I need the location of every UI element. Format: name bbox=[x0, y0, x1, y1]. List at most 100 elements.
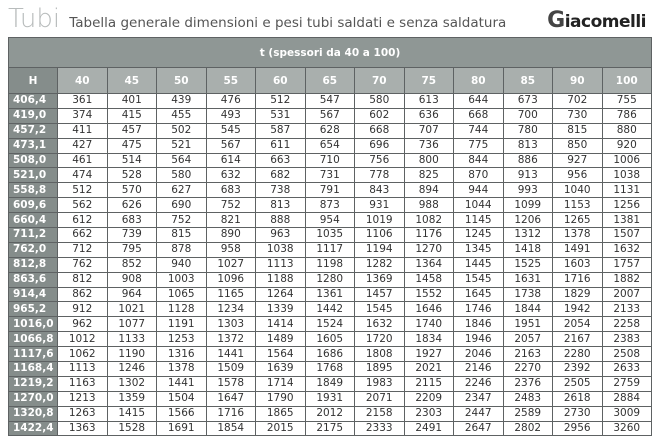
weight-cell: 1096 bbox=[205, 271, 256, 288]
weight-cell: 1740 bbox=[403, 316, 454, 333]
weight-cell: 815 bbox=[552, 122, 603, 139]
weight-cell: 580 bbox=[354, 93, 405, 109]
weight-cell: 562 bbox=[57, 197, 108, 214]
weight-cell: 1686 bbox=[304, 346, 355, 363]
weight-cell: 427 bbox=[57, 137, 108, 154]
column-header: 85 bbox=[502, 67, 553, 94]
page-subtitle: Tabella generale dimensioni e pesi tubi … bbox=[69, 15, 507, 31]
weight-cell: 1564 bbox=[255, 346, 306, 363]
weight-cell: 2730 bbox=[552, 405, 603, 422]
weight-cell: 2258 bbox=[601, 316, 652, 333]
weight-cell: 2508 bbox=[601, 346, 652, 363]
table-row: 660,4 612 683 752 821 888 954 1019 1082 1145 1206 1… bbox=[8, 212, 652, 229]
row-header-h: 406,4 bbox=[8, 93, 58, 109]
weight-cell: 1738 bbox=[502, 286, 553, 303]
weight-cell: 1983 bbox=[354, 375, 405, 392]
weight-cell: 1364 bbox=[403, 256, 454, 273]
row-header-h: 1422,4 bbox=[8, 420, 58, 437]
weight-cell: 762 bbox=[57, 256, 108, 273]
weight-cell: 1846 bbox=[453, 316, 504, 333]
weight-cell: 1566 bbox=[156, 405, 207, 422]
weight-cell: 673 bbox=[502, 93, 553, 109]
weight-cell: 912 bbox=[57, 301, 108, 318]
weight-cell: 1768 bbox=[304, 361, 355, 377]
weight-cell: 1415 bbox=[106, 405, 157, 422]
weight-cell: 780 bbox=[502, 122, 553, 139]
dimensions-table: t (spessori da 40 a 100) H 40 45 50 55 60 65 70… bbox=[8, 37, 652, 437]
weight-cell: 1445 bbox=[453, 256, 504, 273]
weight-cell: 812 bbox=[57, 271, 108, 288]
weight-cell: 461 bbox=[57, 152, 108, 169]
weight-cell: 2759 bbox=[601, 375, 652, 392]
weight-cell: 775 bbox=[453, 137, 504, 154]
weight-cell: 1489 bbox=[255, 331, 306, 348]
weight-cell: 1372 bbox=[205, 331, 256, 348]
weight-cell: 474 bbox=[57, 167, 108, 184]
weight-cell: 700 bbox=[502, 107, 553, 124]
table-row: 1016,0 962 1077 1191 1303 1414 1524 1632 1740 184… bbox=[8, 316, 652, 333]
weight-cell: 886 bbox=[502, 152, 553, 169]
row-header-h: 1270,0 bbox=[8, 390, 58, 407]
weight-cell: 752 bbox=[156, 212, 207, 229]
weight-cell: 1441 bbox=[156, 375, 207, 392]
weight-cell: 2392 bbox=[552, 361, 603, 377]
weight-cell: 628 bbox=[304, 122, 355, 139]
weight-cell: 1206 bbox=[502, 212, 553, 229]
weight-cell: 502 bbox=[156, 122, 207, 139]
weight-cell: 1035 bbox=[304, 227, 355, 243]
weight-cell: 512 bbox=[255, 93, 306, 109]
weight-cell: 2054 bbox=[552, 316, 603, 333]
weight-cell: 662 bbox=[57, 227, 108, 243]
weight-cell: 2505 bbox=[552, 375, 603, 392]
weight-cell: 1359 bbox=[106, 390, 157, 407]
weight-cell: 1256 bbox=[601, 197, 652, 214]
weight-cell: 890 bbox=[205, 227, 256, 243]
weight-cell: 2280 bbox=[552, 346, 603, 363]
weight-cell: 613 bbox=[403, 93, 454, 109]
weight-cell: 702 bbox=[552, 93, 603, 109]
weight-cell: 954 bbox=[304, 212, 355, 229]
weight-cell: 1942 bbox=[552, 301, 603, 318]
weight-cell: 1931 bbox=[304, 390, 355, 407]
weight-cell: 778 bbox=[354, 167, 405, 184]
weight-cell: 1077 bbox=[106, 316, 157, 333]
weight-cell: 2246 bbox=[453, 375, 504, 392]
weight-cell: 2167 bbox=[552, 331, 603, 348]
weight-cell: 1854 bbox=[205, 420, 256, 437]
weight-cell: 1844 bbox=[502, 301, 553, 318]
weight-cell: 2046 bbox=[453, 346, 504, 363]
row-header-h: 521,0 bbox=[8, 167, 58, 184]
weight-cell: 1528 bbox=[106, 420, 157, 437]
table-row: 1270,0 1213 1359 1504 1647 1790 1931 2071 2209 23… bbox=[8, 390, 652, 407]
weight-cell: 2802 bbox=[502, 420, 553, 437]
weight-cell: 1720 bbox=[354, 331, 405, 348]
weight-cell: 1044 bbox=[453, 197, 504, 214]
weight-cell: 894 bbox=[403, 182, 454, 199]
weight-cell: 2376 bbox=[502, 375, 553, 392]
weight-cell: 1006 bbox=[601, 152, 652, 169]
weight-cell: 1145 bbox=[453, 212, 504, 229]
weight-cell: 944 bbox=[453, 182, 504, 199]
weight-cell: 2270 bbox=[502, 361, 553, 377]
weight-cell: 913 bbox=[502, 167, 553, 184]
weight-cell: 1946 bbox=[453, 331, 504, 348]
weight-cell: 1369 bbox=[354, 271, 405, 288]
weight-cell: 1065 bbox=[156, 286, 207, 303]
weight-cell: 1163 bbox=[57, 375, 108, 392]
row-header-h: 1117,6 bbox=[8, 346, 58, 363]
weight-cell: 1282 bbox=[354, 256, 405, 273]
weight-cell: 587 bbox=[255, 122, 306, 139]
weight-cell: 1691 bbox=[156, 420, 207, 437]
row-header-h: 914,4 bbox=[8, 286, 58, 303]
table-row: 711,2 662 739 815 890 963 1035 1106 1176 1245 1312… bbox=[8, 227, 652, 243]
table-row: 914,4 862 964 1065 1165 1264 1361 1457 1552 1645 1… bbox=[8, 286, 652, 303]
weight-cell: 1545 bbox=[453, 271, 504, 288]
weight-cell: 736 bbox=[403, 137, 454, 154]
row-header-h: 965,2 bbox=[8, 301, 58, 318]
weight-cell: 1808 bbox=[354, 346, 405, 363]
weight-cell: 1632 bbox=[354, 316, 405, 333]
weight-cell: 512 bbox=[57, 182, 108, 199]
weight-cell: 920 bbox=[601, 137, 652, 154]
weight-cell: 1951 bbox=[502, 316, 553, 333]
weight-cell: 612 bbox=[57, 212, 108, 229]
